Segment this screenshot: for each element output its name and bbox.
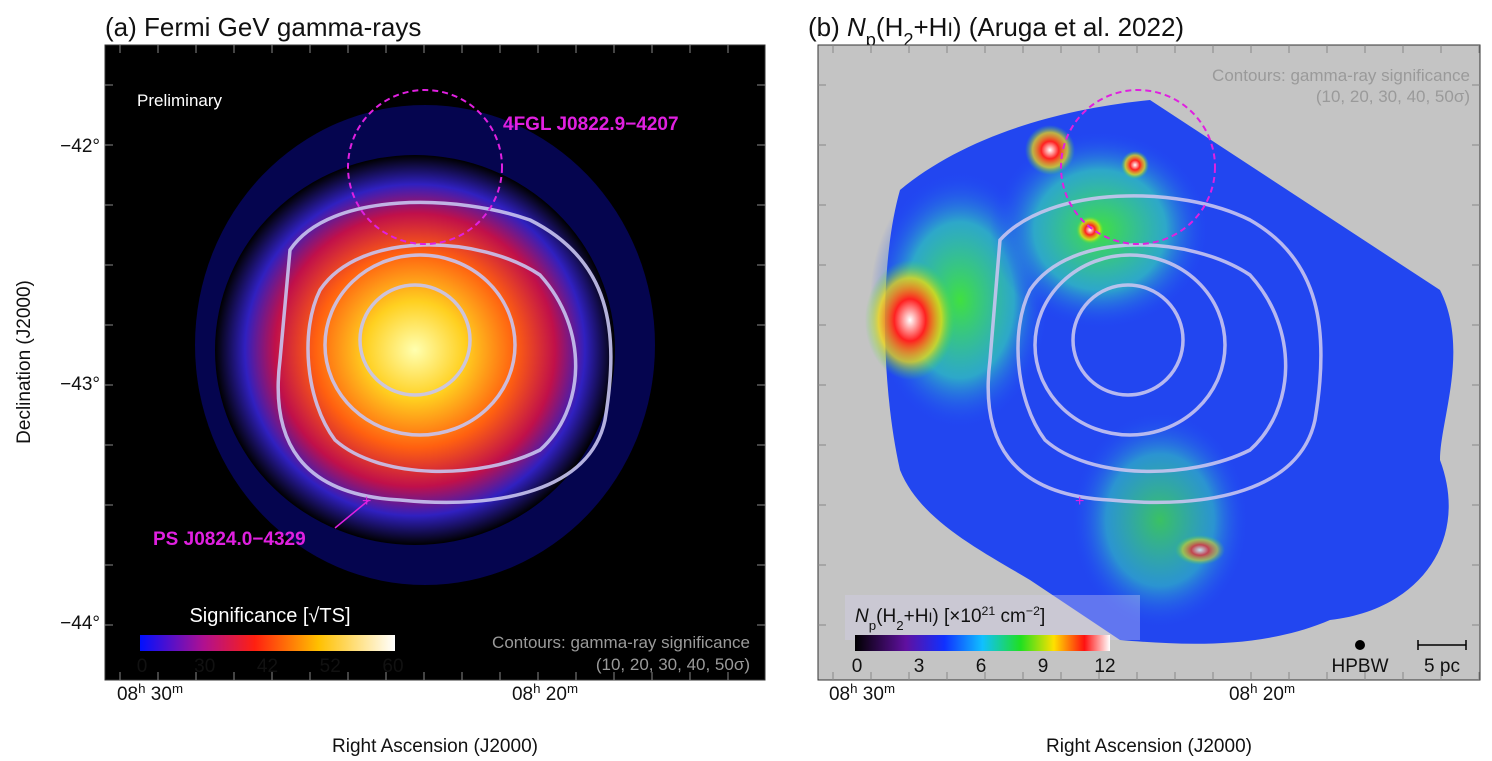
colorbar-tick-label: 30	[194, 656, 215, 677]
title-part: +H	[904, 606, 929, 627]
title-part: ) (Aruga et al. 2022)	[953, 12, 1184, 42]
source-marker: +	[362, 493, 371, 510]
colorbar	[855, 635, 1110, 651]
title-part: ]	[1040, 606, 1045, 627]
tick-minutes: 20	[1263, 684, 1284, 705]
figure: (a) Fermi GeV gamma-rays Preliminary 4FG…	[0, 0, 1492, 761]
x-tick-label: 08h 20m	[512, 681, 578, 706]
panel-b: (b) Np(H2+HI) (Aruga et al. 2022) + Cont…	[808, 12, 1480, 757]
source-label: PS J0824.0−4329	[153, 529, 306, 550]
title-part: +H	[913, 12, 947, 42]
tick-unit: m	[172, 681, 183, 696]
title-part: (b)	[808, 12, 847, 42]
contour-note: Contours: gamma-ray significance	[1212, 66, 1470, 85]
tick-minutes: 20	[546, 684, 567, 705]
title-part: 21	[982, 604, 996, 618]
watermark: Preliminary	[137, 91, 223, 110]
y-axis-label: Declination (J2000)	[14, 280, 35, 444]
tick-hours: 08	[512, 684, 533, 705]
beam-label: HPBW	[1332, 656, 1389, 677]
tick-unit: h	[1250, 681, 1257, 696]
x-tick-label: 08h 30m	[117, 681, 183, 706]
scale-label: 5 pc	[1424, 656, 1460, 677]
title-part: N	[847, 12, 866, 42]
title-part: −2	[1026, 604, 1040, 618]
tick-minutes: 30	[151, 684, 172, 705]
title-part: p	[869, 618, 876, 633]
title-part: cm	[995, 606, 1026, 627]
y-tick-label: −43°	[60, 374, 100, 395]
x-tick-label: 08h 20m	[1229, 681, 1295, 706]
panel-a: (a) Fermi GeV gamma-rays Preliminary 4FG…	[14, 12, 765, 757]
contour-note: (10, 20, 30, 40, 50σ)	[596, 655, 750, 674]
tick-hours: 08	[829, 684, 850, 705]
colorbar-tick-label: 42	[257, 656, 278, 677]
colorbar-tick-label: 12	[1094, 656, 1115, 677]
title-part: 2	[896, 618, 903, 633]
contour-note: Contours: gamma-ray significance	[492, 633, 750, 652]
tick-unit: h	[533, 681, 540, 696]
colorbar-tick-label: 0	[852, 656, 863, 677]
tick-hours: 08	[1229, 684, 1250, 705]
x-axis-label: Right Ascension (J2000)	[1046, 736, 1252, 757]
tick-unit: m	[567, 681, 578, 696]
colorbar-tick-label: 3	[914, 656, 925, 677]
x-axis-label: Right Ascension (J2000)	[332, 736, 538, 757]
y-tick-label: −42°	[60, 136, 100, 157]
source-marker: +	[1075, 493, 1084, 510]
colorbar-title: Significance [√TS]	[189, 605, 350, 627]
title-part: N	[855, 606, 869, 627]
colorbar	[140, 635, 395, 651]
tick-unit: h	[138, 681, 145, 696]
colorbar-tick-label: 0	[137, 656, 148, 677]
gamma-map	[195, 105, 655, 585]
tick-minutes: 30	[863, 684, 884, 705]
x-tick-label: 08h 30m	[829, 681, 895, 706]
beam-marker	[1355, 640, 1365, 650]
tick-unit: m	[1284, 681, 1295, 696]
colorbar-tick-label: 52	[320, 656, 341, 677]
panel-title: (b) Np(H2+HI) (Aruga et al. 2022)	[808, 12, 1184, 50]
tick-unit: m	[884, 681, 895, 696]
tick-hours: 08	[117, 684, 138, 705]
contour-note: (10, 20, 30, 40, 50σ)	[1316, 87, 1470, 106]
panel-title: (a) Fermi GeV gamma-rays	[105, 12, 421, 42]
colorbar-tick-label: 9	[1038, 656, 1049, 677]
tick-unit: h	[850, 681, 857, 696]
title-part: ) [×10	[932, 606, 981, 627]
title-part: (H	[876, 606, 896, 627]
source-label: 4FGL J0822.9−4207	[503, 114, 679, 135]
title-part: (H	[876, 12, 903, 42]
y-tick-label: −44°	[60, 613, 100, 634]
